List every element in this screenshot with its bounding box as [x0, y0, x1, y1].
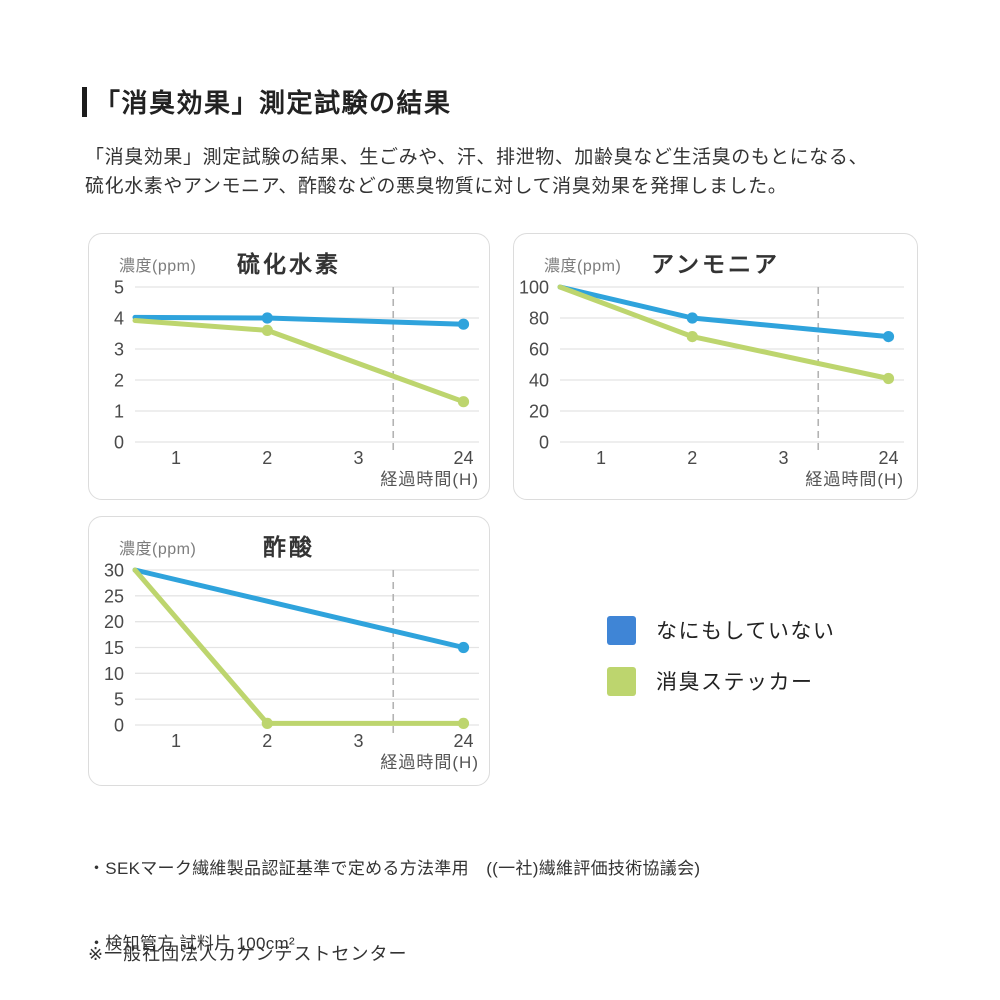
- intro-text: 「消臭効果」測定試験の結果、生ごみや、汗、排泄物、加齢臭など生活臭のもとになる、…: [85, 143, 868, 201]
- svg-text:3: 3: [779, 448, 789, 468]
- page-title: 「消臭効果」測定試験の結果: [94, 88, 452, 118]
- legend-swatch-no-treatment: [607, 615, 636, 645]
- legend-item-no-treatment: なにもしていない: [607, 615, 835, 645]
- title-accent-bar: [82, 86, 87, 117]
- legend-label-deodorant-sticker: 消臭ステッカー: [656, 671, 814, 694]
- chart-header: 濃度(ppm) アンモニア: [514, 234, 917, 277]
- chart-card-hydrogen-sulfide: 濃度(ppm) 硫化水素 0 1 2 3 4 5 1 2 3 24 経過時間(H): [88, 233, 490, 500]
- chart-legend: なにもしていない 消臭ステッカー: [607, 615, 835, 696]
- svg-text:40: 40: [529, 371, 549, 391]
- footnotes: ・SEKマーク繊維製品認証基準で定める方法準用 ((一社)繊維評価技術協議会) …: [88, 806, 770, 1000]
- svg-text:15: 15: [104, 638, 124, 658]
- svg-text:0: 0: [539, 433, 549, 453]
- svg-text:24: 24: [453, 448, 473, 468]
- svg-text:2: 2: [114, 371, 124, 391]
- chart-header: 濃度(ppm) 硫化水素: [89, 234, 489, 277]
- y-axis-unit-label: 濃度(ppm): [544, 258, 622, 275]
- source-note: ※一般社団法人カケンテストセンター: [88, 944, 408, 964]
- svg-text:経過時間(H): 経過時間(H): [380, 753, 479, 772]
- footnote-line-2: ・検知管方 試料片 100cm²: [88, 934, 295, 953]
- svg-text:4: 4: [114, 309, 124, 329]
- y-axis-unit-label: 濃度(ppm): [119, 258, 197, 275]
- svg-text:20: 20: [529, 402, 549, 422]
- svg-text:3: 3: [354, 731, 364, 751]
- chart-card-ammonia: 濃度(ppm) アンモニア 0 20 40 60 80 100 1 2 3 24 経過時間(H): [513, 233, 918, 500]
- line-chart-acetic-acid: 0 5 10 15 20 25 30 1 2 3 24 経過時間(H): [104, 561, 479, 772]
- svg-text:3: 3: [114, 340, 124, 360]
- svg-text:経過時間(H): 経過時間(H): [380, 470, 479, 489]
- intro-line-1: 「消臭効果」測定試験の結果、生ごみや、汗、排泄物、加齢臭など生活臭のもとになる、: [85, 147, 869, 168]
- footnote-line-1: ・SEKマーク繊維製品認証基準で定める方法準用 ((一社)繊維評価技術協議会): [88, 859, 701, 878]
- line-chart-hydrogen-sulfide: 0 1 2 3 4 5 1 2 3 24 経過時間(H): [114, 278, 479, 489]
- svg-text:30: 30: [104, 561, 124, 581]
- svg-text:0: 0: [114, 433, 124, 453]
- svg-text:24: 24: [878, 448, 898, 468]
- chart-header: 濃度(ppm) 酢酸: [89, 517, 489, 560]
- intro-line-2: 硫化水素やアンモニア、酢酸などの悪臭物質に対して消臭効果を発揮しました。: [85, 176, 788, 197]
- svg-text:80: 80: [529, 309, 549, 329]
- svg-text:60: 60: [529, 340, 549, 360]
- svg-text:1: 1: [114, 402, 124, 422]
- line-chart-ammonia: 0 20 40 60 80 100 1 2 3 24 経過時間(H): [519, 278, 904, 489]
- svg-text:1: 1: [596, 448, 606, 468]
- chart-title-ammonia: アンモニア: [650, 251, 781, 277]
- chart-title-acetic-acid: 酢酸: [263, 534, 315, 560]
- svg-text:経過時間(H): 経過時間(H): [805, 470, 904, 489]
- svg-text:10: 10: [104, 664, 124, 684]
- svg-text:100: 100: [519, 278, 549, 298]
- legend-item-deodorant-sticker: 消臭ステッカー: [607, 666, 835, 696]
- svg-text:5: 5: [114, 690, 124, 710]
- svg-text:1: 1: [171, 448, 181, 468]
- legend-label-no-treatment: なにもしていない: [656, 620, 836, 643]
- svg-text:20: 20: [104, 612, 124, 632]
- chart-card-acetic-acid: 濃度(ppm) 酢酸 0 5 10 15 20 25 30 1 2 3 24 経過時間(H): [88, 516, 490, 786]
- svg-text:2: 2: [262, 731, 272, 751]
- chart-title-hydrogen-sulfide: 硫化水素: [237, 251, 341, 277]
- svg-text:5: 5: [114, 278, 124, 298]
- svg-text:2: 2: [262, 448, 272, 468]
- svg-text:2: 2: [687, 448, 697, 468]
- svg-text:25: 25: [104, 586, 124, 606]
- page-header: 「消臭効果」測定試験の結果: [82, 83, 452, 120]
- svg-text:1: 1: [171, 731, 181, 751]
- legend-swatch-deodorant-sticker: [607, 666, 636, 696]
- svg-text:0: 0: [114, 716, 124, 736]
- svg-text:24: 24: [453, 731, 473, 751]
- y-axis-unit-label: 濃度(ppm): [119, 541, 197, 558]
- svg-text:3: 3: [354, 448, 364, 468]
